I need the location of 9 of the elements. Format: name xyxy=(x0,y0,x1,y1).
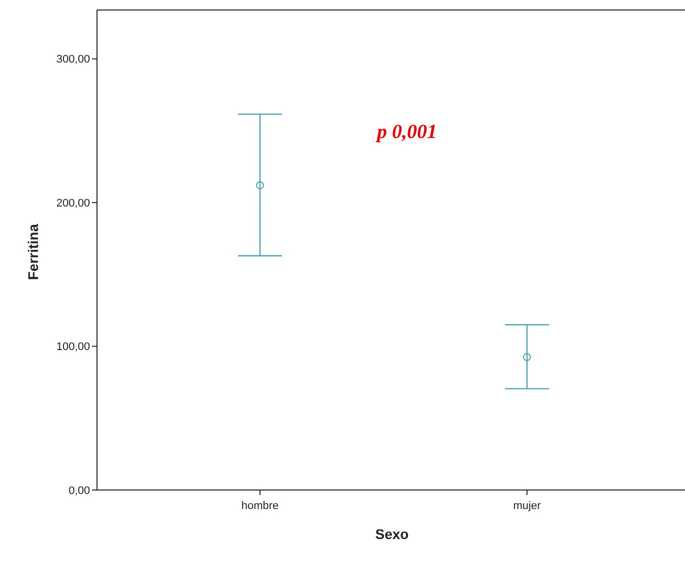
x-tick-label: hombre xyxy=(241,500,279,512)
y-tick-label: 300,00 xyxy=(56,54,90,66)
x-axis-title: Sexo xyxy=(375,526,409,542)
y-axis-title: Ferritina xyxy=(25,224,41,280)
y-tick-label: 200,00 xyxy=(56,197,90,210)
x-tick-label: mujer xyxy=(513,500,542,512)
y-tick-label: 0,00 xyxy=(68,484,90,497)
y-tick-label: 100,00 xyxy=(56,341,90,354)
annotation: p 0,001 xyxy=(375,121,437,143)
